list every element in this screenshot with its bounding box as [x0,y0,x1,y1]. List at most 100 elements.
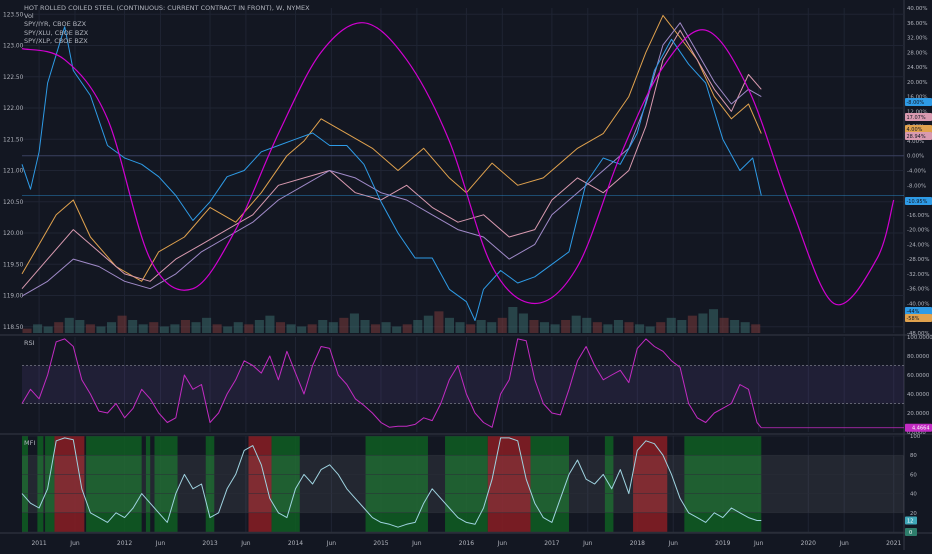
x-tick-label: 2011 [31,540,46,547]
volume-bar [191,322,201,333]
volume-bar [360,320,370,333]
x-tick-label: 2015 [373,540,388,547]
x-tick-label: 2017 [544,540,559,547]
volume-bar [740,322,750,333]
right-axis-tick: 20.00% [907,80,928,86]
right-axis-tick: -36.00% [907,287,930,293]
mfi-zone-oversold [530,436,569,532]
x-tick-label: 2020 [801,540,816,547]
right-axis-tick: -32.00% [907,272,930,278]
mfi-zone-oversold [22,436,28,532]
rsi-line [21,338,762,429]
price-label-text: -58% [907,316,920,322]
volume-bar [233,322,243,333]
volume-bar [286,324,296,333]
price-label-box [905,314,932,322]
volume-bar [371,324,381,333]
x-tick-label: Jun [240,540,251,547]
left-axis-tick: 122.50 [3,75,24,81]
rsi-band-fill [22,365,904,404]
rsi-axis-tick: 60.0000 [907,373,930,379]
left-axis-tick: 123.00 [3,44,24,50]
left-axis-tick: 121.00 [3,169,24,175]
volume-bar [275,322,286,333]
volume-bar [730,320,740,333]
series-line-2 [21,22,762,297]
volume-bar [423,315,433,333]
price-label-box [905,98,932,106]
legend-main-title[interactable]: HOT ROLLED COILED STEEL (CONTINUOUS: CUR… [24,4,310,12]
volume-bar [96,326,106,333]
left-axis-tick: 121.50 [3,137,24,143]
rsi-axis-tick: 20.0000 [907,411,930,417]
right-axis-tick: -40.00% [907,301,930,307]
left-axis-tick: 119.50 [3,262,24,268]
main-legend: HOT ROLLED COILED STEEL (CONTINUOUS: CUR… [24,4,310,45]
right-axis-tick: -28.00% [907,257,930,263]
volume-bar [698,313,708,333]
x-tick-label: 2012 [117,540,132,547]
right-axis-tick: 24.00% [907,65,928,71]
x-tick-label: Jun [753,540,764,547]
mfi-last-box [905,516,917,525]
x-tick-label: Jun [497,540,508,547]
price-label-box [905,197,932,205]
x-tick-label: 2014 [288,540,303,547]
volume-bar [318,320,328,333]
legend-spy-xlu[interactable]: SPY/XLU, CBOE BZX [24,28,89,37]
rsi-pane-label[interactable]: RSI [24,339,35,347]
mfi-last-value: 12 [907,518,913,524]
mfi-zone-oversold [37,436,44,532]
volume-bar [708,309,719,333]
legend-spy-xlp[interactable]: SPY/XLP, CBOE BZX [24,36,88,45]
volume-bar [392,326,402,333]
x-tick-label: Jun [155,540,166,547]
left-axis-tick: 119.00 [3,294,24,300]
volume-bar [402,324,412,333]
mfi-pane-label[interactable]: MFI [24,439,36,447]
volume-bar [265,315,275,333]
x-tick-label: Jun [668,540,679,547]
x-tick-label: 2016 [459,540,474,547]
rsi-axis-tick: 40.0000 [907,392,930,398]
volume-bar [22,328,32,333]
volume-bar [571,315,581,333]
x-tick-label: 2018 [630,540,645,547]
mfi-zone-overbought [54,436,85,532]
volume-bar [297,326,307,333]
mfi-axis-tick: 40 [910,492,917,498]
volume-bar [413,320,423,333]
volume-bar [635,324,645,333]
volume-bar [645,326,655,333]
right-axis-tick: -8.00% [907,183,926,189]
volume-bar [64,317,74,333]
volume-bar [592,322,602,333]
price-label-box [905,307,932,315]
volume-bar [455,322,465,333]
price-label-box [905,113,932,121]
volume-bar [624,322,634,333]
volume-bar [476,320,486,333]
volume-bar [487,322,497,333]
volume-bar [54,322,64,333]
mfi-zone-oversold [684,436,762,532]
volume-bar [212,324,222,333]
left-axis-tick: 123.50 [3,12,24,18]
mfi-zone-oversold [445,436,488,532]
rsi-last-box [905,423,932,432]
x-tick-label: 2013 [202,540,217,547]
x-tick-label: Jun [838,540,849,547]
series-sine-cycle [21,22,895,306]
volume-bar [202,317,212,333]
mfi-zone-oversold [45,436,55,532]
left-axis-tick: 120.50 [3,200,24,206]
price-label-text: -44% [907,309,920,315]
volume-bar [75,320,85,333]
volume-bar [550,324,560,333]
legend-vol[interactable]: Vol [24,12,34,21]
x-tick-label: Jun [326,540,337,547]
volume-bar [497,317,507,333]
right-axis-tick: 28.00% [907,50,928,56]
legend-spy-iyr[interactable]: SPY/IYR, CBOE BZX [24,20,87,29]
volume-bar [687,315,697,333]
